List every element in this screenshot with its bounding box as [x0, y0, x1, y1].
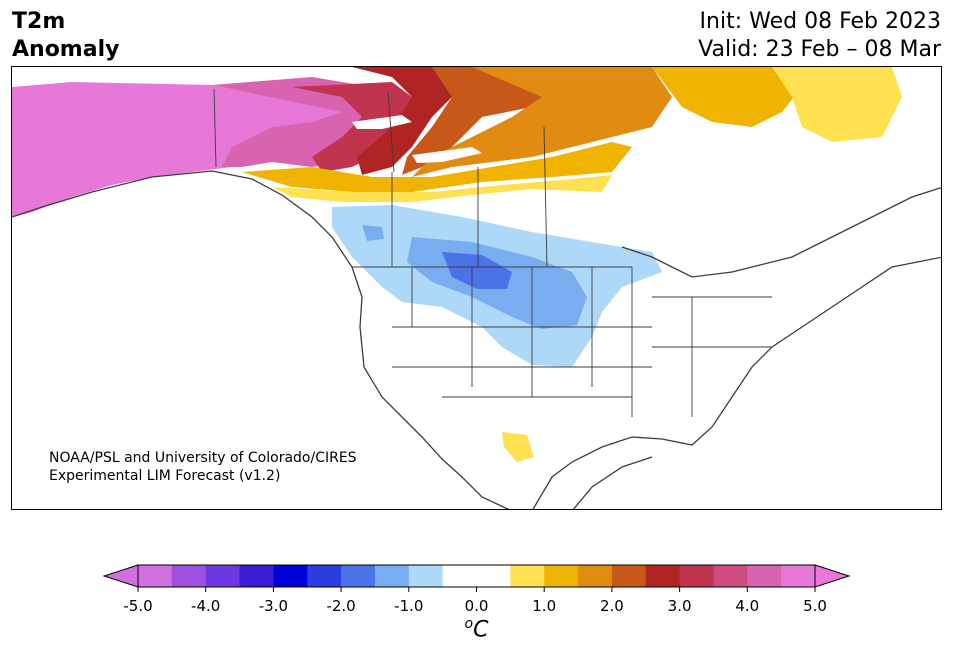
- colorbar-swatch: [510, 565, 545, 587]
- credit-line-1: NOAA/PSL and University of Colorado/CIRE…: [49, 450, 357, 466]
- colorbar-ticks: -5.0 -4.0 -3.0 -2.0 -1.0 0.0 1.0 2.0 3.0 4.0 5.0: [123, 587, 827, 615]
- colorbar-tick-label: -4.0: [191, 597, 220, 615]
- colorbar-swatch: [679, 565, 714, 587]
- colorbar-tick-label: -1.0: [394, 597, 423, 615]
- anomaly-field-medium-blue: [442, 252, 512, 289]
- title-line-1: T2m: [12, 9, 66, 34]
- colorbar-tick-label: 2.0: [600, 597, 624, 615]
- colorbar-swatch: [578, 565, 613, 587]
- colorbar-tick-label: 5.0: [803, 597, 827, 615]
- anomaly-field-gold-east: [652, 67, 802, 127]
- anomaly-field-light-blue-spot: [362, 225, 384, 241]
- colorbar-tick-label: 3.0: [668, 597, 692, 615]
- anomaly-field-orange: [412, 67, 672, 177]
- anomaly-map: [11, 66, 942, 510]
- colorbar-swatch: [307, 565, 342, 587]
- anomaly-field-yellow-east: [772, 67, 902, 142]
- colorbar-tick-label: 1.0: [532, 597, 556, 615]
- colorbar-swatch: [341, 565, 376, 587]
- unit-label: oC: [0, 616, 953, 642]
- anomaly-field-yellow: [272, 175, 612, 202]
- colorbar-swatch: [476, 565, 511, 587]
- map-canvas: [12, 67, 941, 509]
- anomaly-field-strong-warm: [12, 82, 352, 217]
- colorbar-swatch: [239, 565, 274, 587]
- valid-period: Valid: 23 Feb – 08 Mar: [698, 37, 941, 62]
- colorbar-arrow-low: [102, 564, 139, 588]
- colorbar: -5.0 -4.0 -3.0 -2.0 -1.0 0.0 1.0 2.0 3.0 4.0 5.0: [102, 564, 851, 615]
- colorbar-swatch: [374, 565, 410, 587]
- colorbar-swatch: [747, 565, 782, 587]
- anomaly-field-gold: [242, 142, 632, 192]
- colorbar-tick-label: -3.0: [259, 597, 288, 615]
- forecast-credit: NOAA/PSL and University of Colorado/CIRE…: [49, 449, 357, 485]
- credit-line-2: Experimental LIM Forecast (v1.2): [49, 468, 281, 484]
- colorbar-swatch: [408, 565, 444, 587]
- colorbar-swatch: [781, 565, 816, 587]
- lake: [412, 147, 482, 163]
- anomaly-field-red: [352, 67, 472, 175]
- colorbar-swatch: [273, 565, 308, 587]
- colorbar-swatch: [544, 565, 579, 587]
- political-borders: [213, 88, 772, 417]
- unit-prefix: o: [464, 616, 474, 632]
- anomaly-field-orange-dark: [402, 67, 552, 175]
- colorbar-swatch: [442, 565, 477, 587]
- colorbar-swatch: [171, 565, 207, 587]
- colorbar-arrow-high: [814, 564, 851, 588]
- forecast-dates: Init: Wed 08 Feb 2023 Valid: 23 Feb – 08…: [698, 8, 941, 64]
- lake: [352, 115, 412, 129]
- colorbar-swatches: [102, 564, 851, 588]
- colorbar-tick-label: -2.0: [326, 597, 355, 615]
- map-title: T2m Anomaly: [12, 8, 119, 64]
- colorbar-tick-label: -5.0: [123, 597, 152, 615]
- colorbar-swatch: [645, 565, 681, 587]
- init-date: Init: Wed 08 Feb 2023: [699, 9, 941, 34]
- colorbar-swatch: [713, 565, 748, 587]
- coastlines: [12, 170, 941, 509]
- title-line-2: Anomaly: [12, 37, 120, 62]
- colorbar-tick-label: 0.0: [465, 597, 489, 615]
- colorbar-swatch: [205, 565, 241, 587]
- unit-symbol: C: [473, 617, 489, 643]
- colorbar-swatch: [138, 565, 173, 587]
- anomaly-field-mexico-warm: [502, 432, 534, 462]
- colorbar-swatch: [611, 565, 647, 587]
- colorbar-tick-label: 4.0: [735, 597, 759, 615]
